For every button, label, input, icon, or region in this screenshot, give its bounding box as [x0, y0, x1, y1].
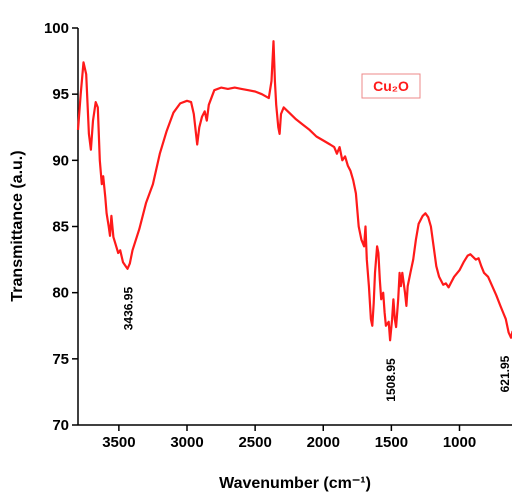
peak-label: 621.95	[498, 355, 512, 392]
y-tick-label: 80	[52, 285, 69, 302]
x-tick-label: 2500	[238, 434, 271, 451]
x-tick-label: 1500	[375, 434, 408, 451]
x-axis-label: Wavenumber (cm⁻¹)	[219, 475, 371, 492]
y-tick-label: 70	[52, 417, 69, 434]
x-tick-label: 3500	[102, 434, 135, 451]
spectrum-line	[76, 40, 512, 342]
peak-label: 3436.95	[121, 287, 135, 331]
y-tick-label: 75	[52, 351, 69, 368]
y-axis-label: Transmittance (a.u.)	[9, 150, 26, 301]
peak-label: 1508.95	[384, 358, 398, 402]
y-tick-label: 100	[44, 20, 69, 37]
y-tick-label: 95	[52, 86, 69, 103]
x-tick-label: 1000	[443, 434, 476, 451]
x-tick-label: 2000	[307, 434, 340, 451]
legend-label: Cu₂O	[373, 78, 409, 94]
y-tick-label: 90	[52, 152, 69, 169]
legend-box	[361, 73, 421, 99]
y-tick-label: 85	[52, 219, 69, 236]
x-tick-label: 3000	[170, 434, 203, 451]
